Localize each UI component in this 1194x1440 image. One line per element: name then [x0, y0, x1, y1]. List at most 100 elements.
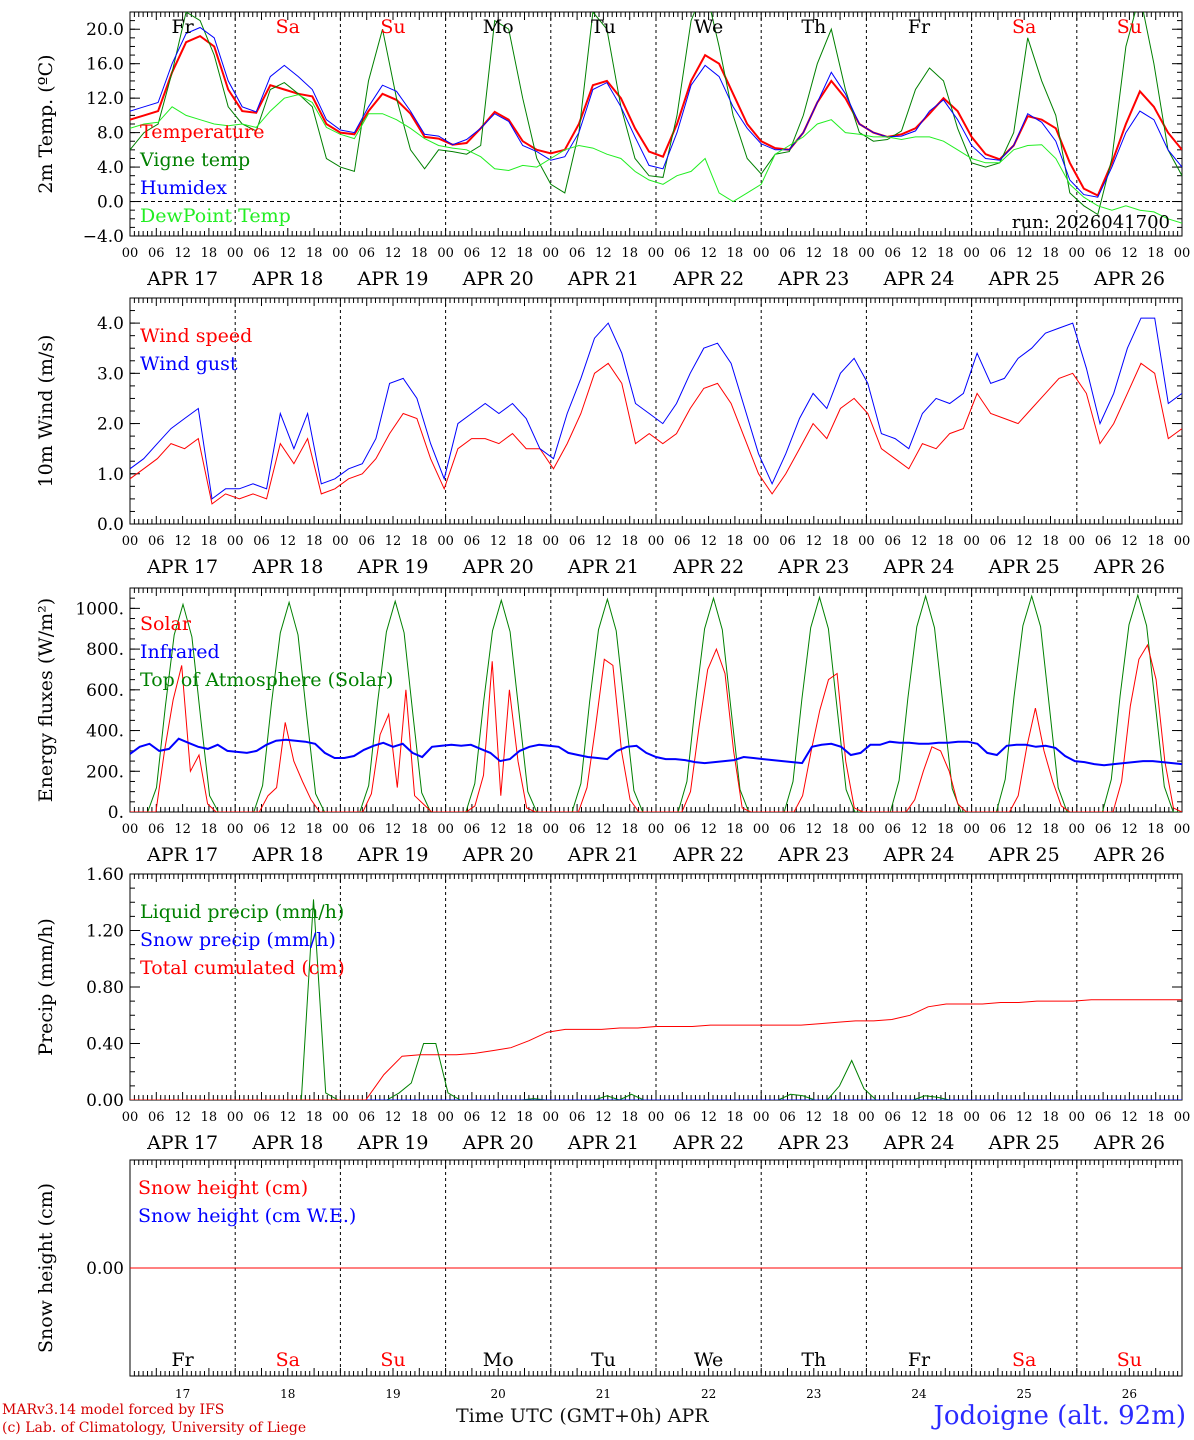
hour-label: 00: [963, 1110, 980, 1125]
day-label: APR 24: [882, 556, 954, 578]
hour-label: 00: [753, 246, 770, 261]
hour-label: 06: [990, 534, 1007, 549]
hour-label: 12: [595, 534, 612, 549]
hour-label: 00: [753, 822, 770, 837]
day-label: APR 25: [988, 1132, 1060, 1154]
hour-label: 18: [201, 1110, 218, 1125]
x-axis-title: Time UTC (GMT+0h) APR: [456, 1405, 709, 1427]
hour-label: 06: [148, 534, 165, 549]
weekday-label-bottom: Su: [380, 1349, 405, 1371]
hour-label: 12: [174, 534, 191, 549]
hour-label: 06: [464, 1110, 481, 1125]
hour-label: 00: [332, 1110, 349, 1125]
model-credit: MARv3.14 model forced by IFS: [2, 1402, 225, 1418]
station-name: Jodoigne (alt. 92m): [933, 1401, 1186, 1431]
weekday-label-top: We: [694, 16, 723, 38]
hour-label: 00: [543, 246, 560, 261]
hour-label: 00: [858, 534, 875, 549]
hour-label: 12: [280, 246, 297, 261]
hour-label: 06: [884, 1110, 901, 1125]
day-label: APR 21: [567, 268, 639, 290]
hour-label: 00: [332, 246, 349, 261]
y-tick-label: 8.0: [97, 124, 124, 144]
hour-label: 00: [437, 534, 454, 549]
weekday-label-bottom: Mo: [483, 1349, 514, 1371]
day-label: APR 25: [988, 268, 1060, 290]
hour-label: 12: [1121, 246, 1138, 261]
hour-label: 00: [227, 822, 244, 837]
hour-label: 18: [621, 246, 638, 261]
hour-label: 00: [1069, 1110, 1086, 1125]
hour-label: 06: [674, 1110, 691, 1125]
legend-entry: Solar: [140, 613, 192, 635]
hour-label: 00: [437, 822, 454, 837]
y-axis-label: Precip (mm/h): [35, 918, 57, 1056]
lab-credit: (c) Lab. of Climatology, University of L…: [2, 1420, 307, 1436]
day-label: APR 20: [462, 1132, 534, 1154]
hour-label: 18: [1147, 1110, 1164, 1125]
y-tick-label: 20.0: [86, 20, 124, 40]
hour-label: 12: [700, 822, 717, 837]
day-label: APR 23: [777, 268, 849, 290]
day-label: APR 18: [251, 844, 323, 866]
day-label: APR 18: [251, 556, 323, 578]
hour-label: 18: [516, 534, 533, 549]
run-label: run: 2026041700: [1012, 212, 1170, 233]
y-tick-label: 0.40: [86, 1035, 124, 1055]
day-label: APR 25: [988, 556, 1060, 578]
hour-label: 00: [122, 1110, 139, 1125]
hour-label: 06: [569, 534, 586, 549]
hour-label: 06: [779, 1110, 796, 1125]
legend-entry: DewPoint Temp: [140, 205, 291, 227]
weekday-label-top: Su: [380, 16, 405, 38]
hour-label: 12: [385, 246, 402, 261]
series-vigne-temp: [130, 12, 1182, 216]
hour-label: 12: [806, 822, 823, 837]
hour-label: 06: [148, 822, 165, 837]
hour-label: 00: [437, 246, 454, 261]
hour-label: 00: [1174, 822, 1191, 837]
y-tick-label: 1.60: [86, 865, 124, 885]
hour-label: 06: [674, 822, 691, 837]
hour-label: 06: [779, 534, 796, 549]
day-number: 22: [701, 1387, 716, 1401]
hour-label: 12: [280, 1110, 297, 1125]
hour-label: 00: [648, 1110, 665, 1125]
hour-label: 12: [806, 1110, 823, 1125]
hour-label: 12: [700, 534, 717, 549]
day-label: APR 26: [1093, 556, 1165, 578]
hour-label: 12: [280, 534, 297, 549]
hour-label: 12: [595, 246, 612, 261]
y-tick-label: 600.: [86, 681, 124, 701]
day-label: APR 19: [356, 844, 428, 866]
hour-label: 06: [358, 1110, 375, 1125]
y-tick-label: 12.0: [86, 89, 124, 109]
hour-label: 06: [674, 534, 691, 549]
hour-label: 00: [648, 246, 665, 261]
hour-label: 18: [727, 822, 744, 837]
day-label: APR 21: [567, 844, 639, 866]
day-label: APR 18: [251, 1132, 323, 1154]
y-axis-label: 10m Wind (m/s): [35, 335, 57, 488]
day-label: APR 21: [567, 1132, 639, 1154]
hour-label: 18: [201, 246, 218, 261]
hour-label: 12: [1016, 534, 1033, 549]
day-label: APR 25: [988, 844, 1060, 866]
weekday-label-top: Sa: [1012, 16, 1036, 38]
series-liquid-precip-mm-h-: [130, 899, 1182, 1100]
hour-label: 06: [148, 246, 165, 261]
hour-label: 00: [332, 534, 349, 549]
series-infrared: [130, 737, 1182, 767]
hour-label: 06: [464, 822, 481, 837]
y-tick-label: −4.0: [83, 227, 124, 247]
y-tick-label: 1000.: [75, 599, 124, 619]
day-number: 18: [280, 1387, 295, 1401]
hour-label: 00: [858, 246, 875, 261]
hour-label: 12: [1016, 1110, 1033, 1125]
legend-entry: Total cumulated (cm): [140, 957, 345, 979]
hour-label: 00: [858, 1110, 875, 1125]
day-number: 24: [911, 1387, 927, 1401]
day-label: APR 23: [777, 844, 849, 866]
legend-entry: Wind speed: [140, 325, 252, 347]
